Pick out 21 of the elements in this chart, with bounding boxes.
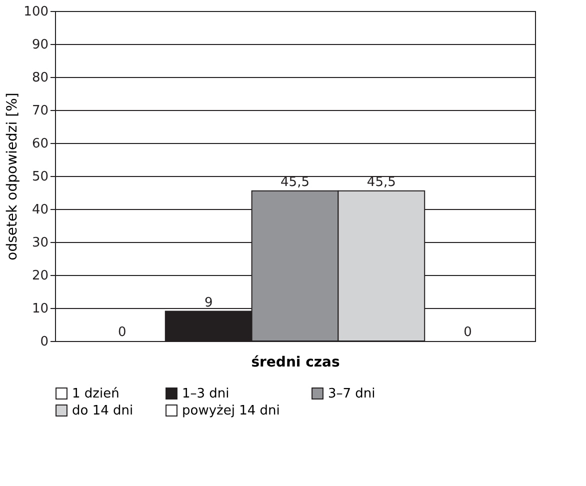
y-tick-label: 60 bbox=[32, 136, 48, 152]
y-tick-label: 20 bbox=[32, 268, 48, 284]
y-axis-title: odsetek odpowiedzi [%] bbox=[4, 92, 21, 260]
text: 9 bbox=[204, 295, 213, 310]
x-axis-title: średni czas bbox=[251, 354, 340, 370]
y-tick-label: 50 bbox=[32, 170, 48, 184]
legend-label: do 14 dni bbox=[72, 404, 134, 418]
y-tick-label: 0 bbox=[40, 334, 48, 350]
legend-label: 1 dzień bbox=[72, 386, 120, 402]
legend-label: powyżej 14 dni bbox=[182, 404, 280, 418]
y-tick-label: 40 bbox=[32, 202, 48, 218]
y-tick-label: 80 bbox=[32, 70, 48, 86]
y-tick-label: 10 bbox=[32, 302, 48, 316]
text: 0 bbox=[464, 325, 472, 340]
y-tick-label: 30 bbox=[32, 236, 48, 250]
text: 0 bbox=[118, 325, 126, 340]
legend-label: 1–3 dni bbox=[182, 386, 230, 402]
y-tick-label: 90 bbox=[32, 38, 48, 52]
y-tick-label: 70 bbox=[32, 104, 48, 118]
y-tick-label: 100 bbox=[24, 4, 48, 20]
legend-label: 3–7 dni bbox=[328, 386, 376, 402]
